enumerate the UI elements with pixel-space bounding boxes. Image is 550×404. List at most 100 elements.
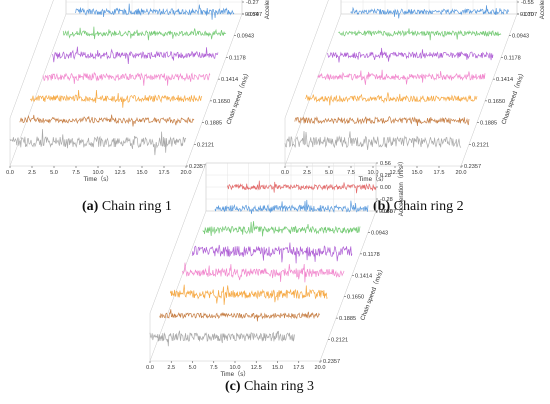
x-tick-label: 2.5 [167,365,175,371]
caption-label: (c) [225,379,241,394]
x-tick-label: 17.5 [293,365,304,371]
x-tick-label: 10.0 [93,170,104,176]
x-tick-label: 12.5 [251,365,262,371]
y-tick-label: 0.1885 [339,316,356,322]
y-tick-label: 0.1650 [347,295,364,301]
y-tick-label: 0.1414 [496,77,513,83]
x-tick-label: 15.0 [412,170,423,176]
y-tick-label: 0.1650 [488,99,505,105]
z-axis-label: Acceleration（m/s²） [398,158,405,216]
series-line-0.1178 [202,221,361,237]
x-axis-label: Time（s） [84,176,113,183]
y-tick-label: 0.1178 [363,252,380,258]
z-tick-label: 0.00 [380,185,391,191]
series-line-0.2357 [149,330,295,347]
x-tick-label: 12.5 [390,170,401,176]
series-line-0.1178 [338,28,502,41]
x-axis-label: Time（s） [221,371,250,378]
caption-text: Chain ring 1 [98,199,172,214]
x-tick-label: 0.0 [146,365,154,371]
z-axis-label: Acceleration（m/s²） [539,0,546,19]
y-axis: 0.0707 0.0943 0.1178 0.1414 0.1650 0.1885 0.21… [186,12,262,170]
y-tick-label: 0.2121 [197,142,214,148]
chart-panel-2: 0.0 2.5 5.0 7.5 10.0 12.5 15.0 17.5 20.0Time（s）0… [281,0,546,214]
x-axis-label: Time（s） [359,176,388,183]
panel-caption: (a) Chain ring 1 [82,199,172,214]
x-tick-label: 15.0 [272,365,283,371]
series-line-0.0943 [75,3,235,20]
y-axis: 0.0707 0.0943 0.1178 0.1414 0.1650 0.1885 0.21… [461,12,537,170]
x-tick-label: 0.0 [281,170,289,176]
panel-caption: (c) Chain ring 3 [225,379,314,394]
y-tick-label: 0.1414 [355,273,372,279]
y-tick-label: 0.2357 [323,359,340,365]
series-traces [284,5,510,150]
y-tick-label: 0.1178 [229,55,246,61]
z-tick-label: -0.55 [521,0,534,6]
series-line-0.165 [317,69,486,85]
series-traces [9,3,235,156]
series-line-0.1178 [62,26,227,41]
series-traces [149,180,377,347]
x-tick-label: 7.5 [210,365,218,371]
z-tick-label: -0.28 [380,197,393,203]
x-axis: 0.0 2.5 5.0 7.5 10.0 12.5 15.0 17.5 20.0 Time（s） [146,361,325,378]
series-line-0.2121 [294,116,470,127]
x-tick-label: 0.0 [6,170,14,176]
y-tick-label: 0.2121 [472,142,489,148]
y-tick-label: 0.0943 [237,34,254,40]
x-tick-label: 5.0 [189,365,197,371]
y-tick-label: 0.1885 [480,121,497,127]
y-tick-label: 0.0943 [371,230,388,236]
series-line-0.0943 [350,5,510,19]
y-tick-label: 0.1178 [504,55,521,61]
y-tick-label: 0.0707 [379,209,396,215]
x-tick-label: 10.0 [368,170,379,176]
y-tick-label: 0.2357 [464,164,481,170]
y-tick-label: 0.1885 [205,121,222,127]
series-line-0.165 [182,262,345,283]
y-tick-label: 0.2121 [331,338,348,344]
series-line-0.0943 [214,199,369,214]
series-line-0.1885 [30,89,203,108]
y-axis: 0.0707 0.0943 0.1178 0.1414 0.1650 0.1885 0.21… [320,209,396,365]
x-tick-label: 17.5 [159,170,170,176]
x-tick-label: 20.0 [456,170,467,176]
y-tick-label: 0.0707 [245,12,262,18]
axes-box [149,162,377,362]
series-line-0.1414 [191,242,353,264]
series-line-0.1885 [169,284,328,305]
series-line-0.0707 [226,180,377,194]
series-line-0.2357 [284,131,462,150]
axes-box [9,0,243,167]
z-axis: 0.56 0.28 0.00 -0.28 -0.56 Acceleration（m/s²） [376,158,405,216]
series-line-0.2121 [159,309,320,322]
x-tick-label: 7.5 [72,170,80,176]
series-line-0.1414 [52,46,219,65]
caption-label: (a) [82,199,99,214]
z-tick-label: -0.27 [246,0,259,6]
x-tick-label: 20.0 [181,170,192,176]
y-tick-label: 0.0943 [512,34,529,40]
y-tick-label: 0.1650 [213,99,230,105]
y-tick-label: 0.1414 [221,77,238,83]
caption-label: (b) [373,199,390,214]
y-tick-label: 0.2357 [189,164,206,170]
z-axis: 1.100.550.00-0.55-1.10Acceleration（m/s²） [517,0,546,19]
panel-caption: (b) Chain ring 2 [373,199,464,214]
x-tick-label: 12.5 [115,170,126,176]
z-tick-label: -1.10 [521,12,534,18]
z-axis: 0.540.270.00-0.27-0.54Acceleration（m/s²） [242,0,271,19]
x-tick-label: 10.0 [230,365,241,371]
series-line-0.165 [42,71,211,86]
series-line-0.1885 [305,92,478,106]
x-tick-label: 2.5 [28,170,36,176]
chart-panel-1: 0.0 2.5 5.0 7.5 10.0 12.5 15.0 17.5 20.0Time（s）0… [6,0,271,214]
series-line-0.1414 [327,47,494,63]
x-tick-label: 7.5 [347,170,355,176]
z-tick-label: -0.54 [246,12,259,18]
x-axis: 0.0 2.5 5.0 7.5 10.0 12.5 15.0 17.5 20.0 Time（s） [281,166,466,183]
z-tick-label: 0.28 [380,173,391,179]
caption-text: Chain ring 2 [390,199,464,214]
